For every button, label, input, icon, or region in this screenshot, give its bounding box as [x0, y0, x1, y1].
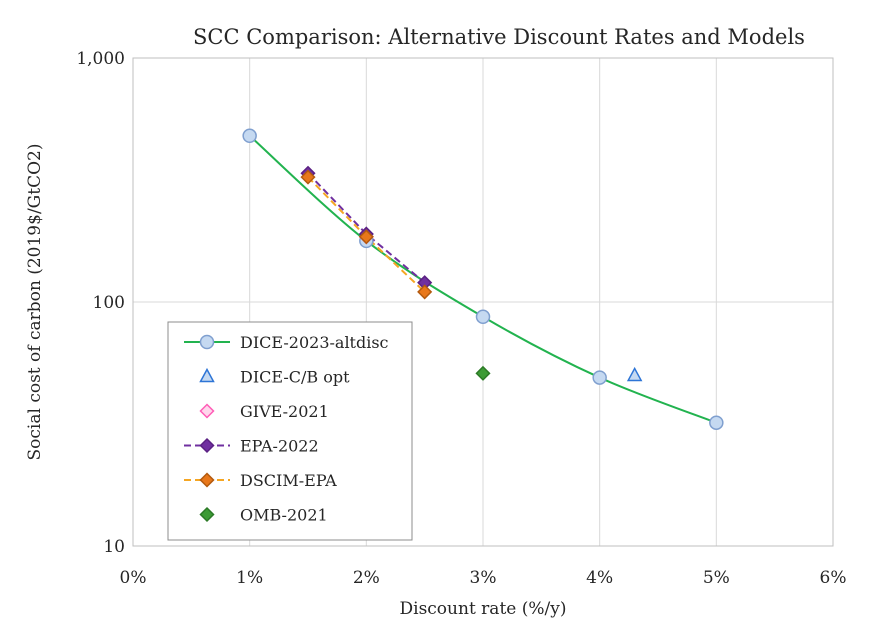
legend-marker [199, 334, 215, 350]
legend-box [167, 321, 413, 541]
legend-marker [199, 472, 215, 488]
y-tick-label: 100 [93, 293, 125, 313]
legend: DICE-2023-altdisc DICE-C/B opt GIVE-2021 EP… [167, 321, 413, 541]
data-point-dice-2023-altdisc [709, 415, 724, 430]
legend-item-epa-2022: EPA-2022 [184, 437, 319, 456]
legend-marker [199, 403, 215, 419]
legend-label: DICE-2023-altdisc [240, 333, 389, 352]
series-line-epa-2022 [307, 172, 426, 284]
x-tick-label: 6% [820, 568, 847, 588]
data-point-dice-2023-altdisc [592, 370, 607, 385]
legend-label: DICE-C/B opt [240, 368, 350, 387]
data-point-dscim-epa [300, 169, 316, 185]
legend-item-dice-c-b-opt: DICE-C/B opt [199, 367, 350, 387]
x-tick-label: 2% [353, 568, 380, 588]
legend-label: OMB-2021 [240, 506, 328, 525]
legend-label: GIVE-2021 [240, 402, 329, 421]
data-point-omb-2021 [475, 365, 491, 381]
y-tick-label: 1,000 [76, 49, 125, 69]
data-point-dice-2023-altdisc [475, 309, 491, 325]
chart-title: SCC Comparison: Alternative Discount Rat… [193, 25, 805, 49]
x-axis-ticks: 0% 1% 2% 3% 4% 5% 6% [120, 568, 847, 588]
x-axis-label: Discount rate (%/y) [400, 599, 567, 619]
plot-area [132, 57, 834, 547]
y-axis-label: Social cost of carbon (2019$/GtCO2) [25, 144, 45, 461]
legend-marker [199, 437, 215, 454]
data-point-dscim-epa [417, 284, 433, 300]
y-tick-label: 10 [103, 537, 125, 557]
legend-item-dscim-epa: DSCIM-EPA [184, 471, 337, 490]
x-tick-label: 0% [120, 568, 147, 588]
data-point-dice-c-b-opt [626, 366, 643, 382]
series-markers [242, 128, 724, 430]
y-axis-ticks: 10 100 1,000 [76, 49, 125, 557]
x-tick-label: 3% [470, 568, 497, 588]
legend-marker [199, 367, 215, 383]
legend-marker [199, 506, 215, 523]
data-point-dscim-epa [358, 229, 374, 245]
x-tick-label: 5% [703, 568, 730, 588]
data-point-dice-2023-altdisc [242, 128, 257, 144]
legend-item-omb-2021: OMB-2021 [199, 506, 328, 525]
legend-item-give-2021: GIVE-2021 [199, 402, 329, 421]
legend-label: DSCIM-EPA [240, 471, 337, 490]
x-tick-label: 4% [586, 568, 613, 588]
x-tick-label: 1% [236, 568, 263, 588]
legend-label: EPA-2022 [240, 437, 319, 456]
legend-item-dice-2023-altdisc: DICE-2023-altdisc [184, 333, 389, 352]
